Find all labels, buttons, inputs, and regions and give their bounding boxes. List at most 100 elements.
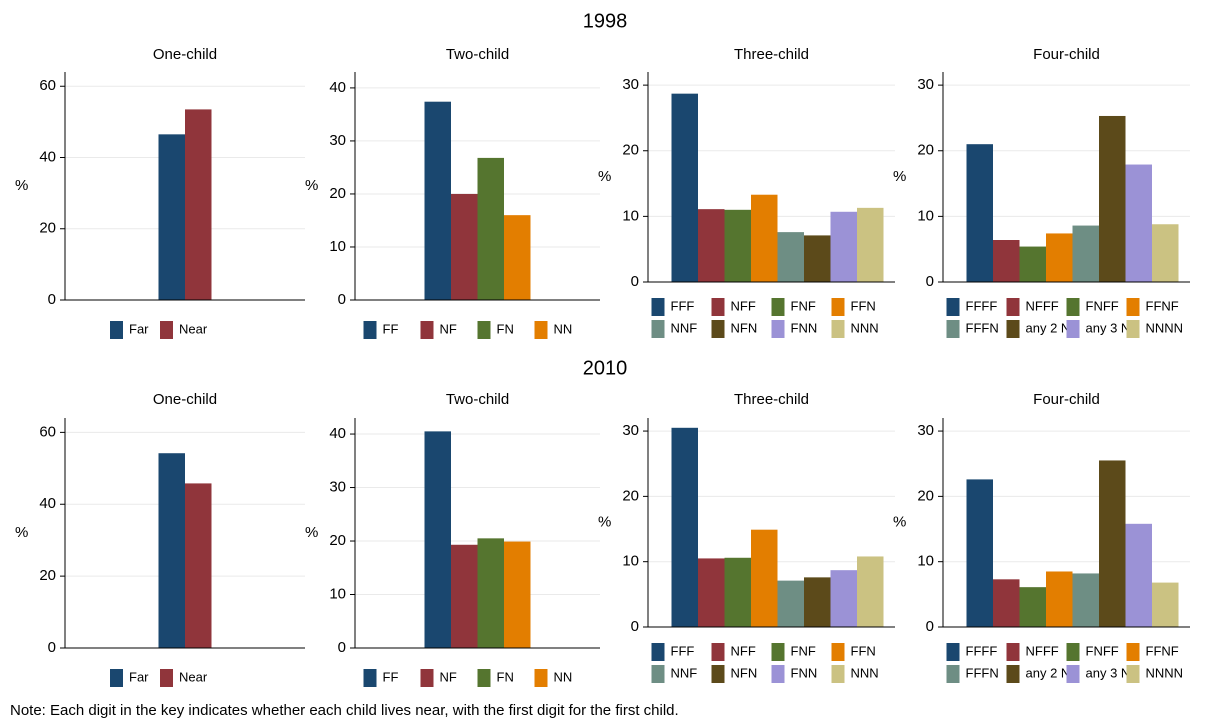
legend-swatch — [831, 665, 845, 683]
y-tick-label: 40 — [329, 425, 346, 442]
y-tick-label: 10 — [622, 553, 639, 570]
legend-label: FNF — [791, 298, 816, 313]
legend-swatch — [831, 298, 845, 316]
bar — [857, 207, 884, 282]
legend-swatch — [477, 321, 491, 339]
bar — [724, 557, 751, 627]
legend-label: FNN — [791, 320, 818, 335]
bar — [424, 431, 451, 648]
legend-swatch — [651, 298, 665, 316]
legend-label: FFF — [671, 643, 695, 658]
chart-title: Three-child — [734, 46, 809, 63]
legend-label: NNF — [671, 665, 698, 680]
bar — [1072, 573, 1099, 627]
legend-label: NFF — [731, 643, 756, 658]
legend-swatch — [651, 643, 665, 661]
legend-swatch — [651, 320, 665, 338]
legend-label: NNF — [671, 320, 698, 335]
bar — [993, 579, 1020, 627]
y-tick-label: 20 — [622, 142, 639, 159]
y-tick-label: 30 — [622, 422, 639, 439]
y-axis-label: % — [305, 524, 318, 541]
bar — [1019, 587, 1046, 627]
legend-swatch — [1126, 298, 1140, 316]
legend-swatch — [711, 665, 725, 683]
legend-swatch — [534, 321, 548, 339]
legend-swatch — [651, 665, 665, 683]
legend-swatch — [110, 669, 123, 687]
legend-swatch — [771, 643, 785, 661]
bar — [698, 209, 725, 282]
legend-swatch — [771, 665, 785, 683]
y-axis-label: % — [893, 168, 906, 185]
legend-label: NFN — [731, 665, 758, 680]
chart-title: One-child — [153, 46, 217, 63]
bar — [751, 194, 778, 282]
legend-swatch — [110, 321, 123, 339]
bar — [1152, 582, 1179, 627]
y-tick-label: 20 — [622, 487, 639, 504]
legend-swatch — [711, 320, 725, 338]
legend-label: NN — [554, 321, 573, 336]
bar — [966, 144, 993, 282]
legend-label: Near — [179, 321, 208, 336]
legend-swatch — [771, 320, 785, 338]
bar — [1125, 164, 1152, 282]
row-title: 2010 — [583, 357, 628, 379]
legend-swatch — [771, 298, 785, 316]
y-tick-label: 10 — [622, 207, 639, 224]
y-tick-label: 0 — [631, 273, 639, 290]
legend-swatch — [711, 643, 725, 661]
legend-label: NNNN — [1146, 320, 1184, 335]
bar — [857, 556, 884, 627]
legend-swatch — [534, 669, 548, 687]
bar — [777, 580, 804, 627]
y-tick-label: 40 — [39, 148, 56, 165]
y-axis-label: % — [15, 177, 28, 194]
legend-swatch — [363, 669, 377, 687]
legend-label: NFF — [731, 298, 756, 313]
legend-label: NFN — [731, 320, 758, 335]
legend-swatch — [1006, 320, 1020, 338]
y-tick-label: 20 — [329, 532, 346, 549]
legend-swatch — [1066, 665, 1080, 683]
bar — [477, 538, 504, 648]
bar — [1099, 460, 1126, 627]
legend-label: NFFF — [1026, 298, 1059, 313]
bar — [1125, 523, 1152, 627]
bar — [477, 157, 504, 300]
legend-label: FNFF — [1086, 298, 1119, 313]
chart-title: Three-child — [734, 391, 809, 408]
legend-label: FF — [383, 321, 399, 336]
y-tick-label: 20 — [329, 185, 346, 202]
legend-label: FFN — [851, 643, 876, 658]
bar — [671, 93, 698, 282]
bar — [1099, 115, 1126, 282]
legend-label: FNFF — [1086, 643, 1119, 658]
legend-label: FFFN — [966, 320, 999, 335]
chart-title: Four-child — [1033, 46, 1100, 63]
legend-label: NF — [440, 321, 457, 336]
legend-swatch — [946, 643, 960, 661]
y-tick-label: 20 — [39, 220, 56, 237]
chart-title: Four-child — [1033, 391, 1100, 408]
bar — [1072, 225, 1099, 282]
legend-swatch — [831, 643, 845, 661]
y-axis-label: % — [893, 513, 906, 530]
legend-swatch — [1006, 298, 1020, 316]
bar — [1152, 224, 1179, 282]
bar — [185, 109, 212, 300]
y-tick-label: 30 — [917, 76, 934, 93]
bar — [1046, 571, 1073, 627]
legend-swatch — [1066, 643, 1080, 661]
bar — [451, 544, 478, 648]
bar — [424, 101, 451, 300]
legend-label: FFNF — [1146, 298, 1179, 313]
legend-label: FFFF — [966, 643, 998, 658]
y-tick-label: 0 — [926, 273, 934, 290]
bar — [804, 577, 831, 627]
legend-swatch — [946, 298, 960, 316]
legend-label: FF — [383, 669, 399, 684]
legend-swatch — [1126, 643, 1140, 661]
